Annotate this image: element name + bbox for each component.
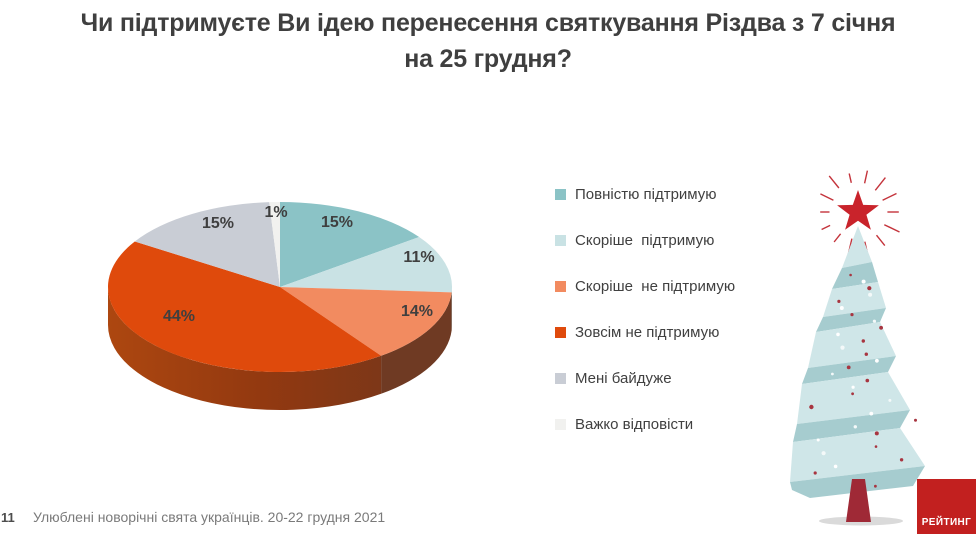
pie-slice (280, 287, 452, 356)
legend-label: Скоріше не підтримую (575, 277, 736, 295)
pie-slice (280, 202, 420, 287)
pie-slice (280, 237, 452, 293)
legend-swatch-icon (555, 280, 566, 292)
legend-item: Повністю підтримую (555, 185, 735, 203)
legend-swatch-icon (555, 418, 566, 430)
chart-legend: Повністю підтримую Скоріше підтримую Скорі… (555, 186, 735, 462)
pie-slice-label: 14% (401, 303, 433, 320)
legend-label: Важко відповісти (575, 415, 694, 433)
legend-label: Скоріше підтримую (575, 231, 715, 249)
pie-slice-label: 15% (321, 214, 353, 231)
legend-item: Скоріше не підтримую (555, 277, 736, 295)
tree-trunk (846, 479, 871, 522)
pie-slice-label: 15% (202, 215, 234, 232)
legend-label: Мені байдуже (575, 369, 672, 387)
page-title-line1: Чи підтримуєте Ви ідею перенесення святк… (80, 9, 896, 37)
pie-slice-label: 1% (264, 204, 287, 221)
rating-logo: РЕЙТИНГ (917, 479, 976, 534)
christmas-tree-icon (790, 170, 931, 526)
legend-item: Важко відповісти (555, 415, 735, 433)
tree-ribbon (790, 226, 925, 498)
star-icon (837, 190, 879, 230)
page-title-line2: на 25 грудня? (404, 45, 572, 73)
pie-slice (107, 241, 382, 373)
pie-chart: 15% 11% 14% 44% 15% 1% (107, 202, 452, 411)
confetti-dots (809, 273, 931, 495)
legend-swatch-icon (555, 188, 566, 200)
legend-item: Зовсім не підтримую (555, 323, 735, 341)
legend-swatch-icon (555, 372, 566, 384)
pie-slice-wall (108, 287, 382, 411)
pie-slice-label: 11% (403, 249, 434, 266)
legend-label: Повністю підтримую (575, 185, 717, 203)
legend-label: Зовсім не підтримую (575, 323, 720, 341)
pie-slice (134, 202, 280, 287)
pie-slice (269, 202, 280, 287)
legend-swatch-icon (555, 234, 566, 246)
legend-swatch-icon (555, 326, 566, 338)
page-title: Чи підтримуєте Ви ідею перенесення святк… (0, 5, 976, 77)
page-number: 11 (1, 510, 15, 525)
pie-slice-wall (381, 292, 452, 394)
source-note: Улюблені новорічні свята українців. 20-2… (33, 509, 386, 525)
legend-item: Мені байдуже (555, 369, 735, 387)
rating-logo-text: РЕЙТИНГ (921, 517, 972, 528)
pie-slice-label: 44% (163, 308, 195, 325)
legend-item: Скоріше підтримую (555, 231, 735, 249)
